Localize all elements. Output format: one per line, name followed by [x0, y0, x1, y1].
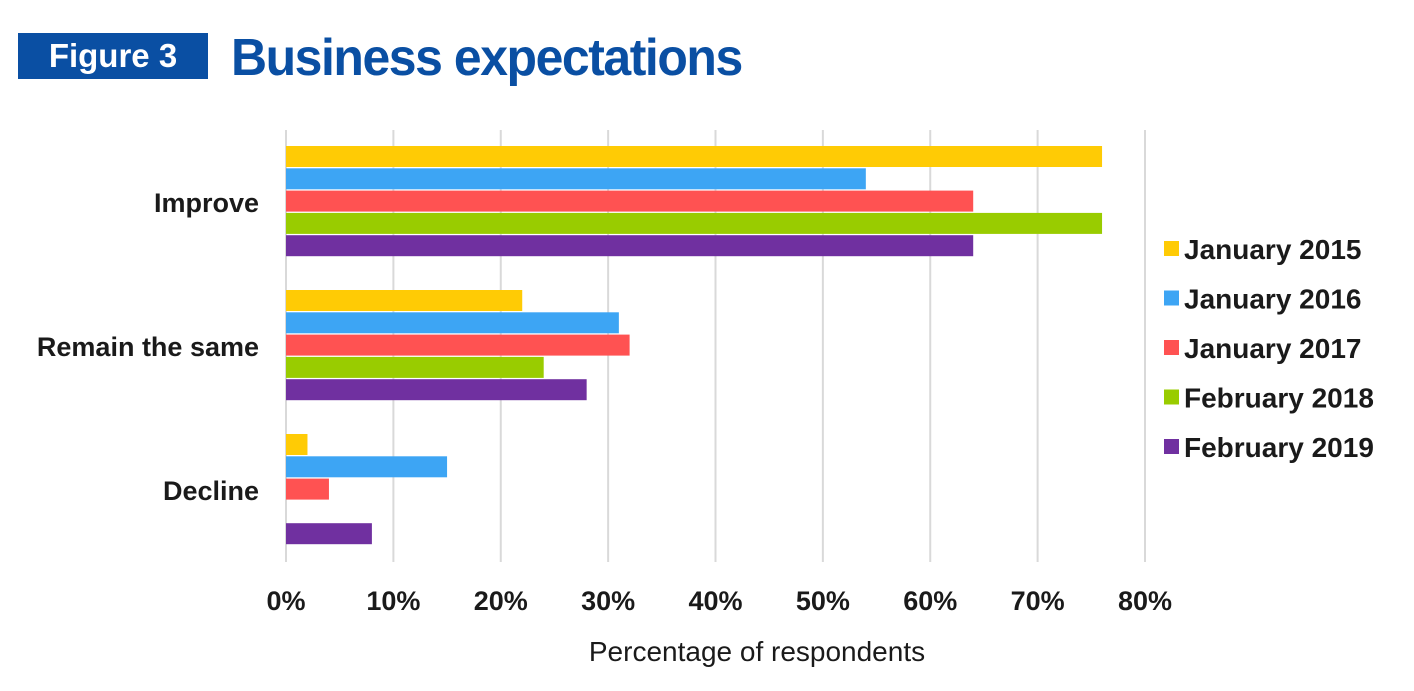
legend: January 2015 January 2016 January 2017 Febr… [1164, 234, 1374, 463]
x-tick-labels: 0% 10% 20% 30% 40% 50% 60% 70% 80% [266, 586, 1172, 616]
bar-decline-january-2017 [286, 478, 329, 500]
bar-remain-the-same-february-2018 [286, 356, 544, 378]
legend-label: January 2016 [1184, 284, 1361, 315]
legend-label: January 2015 [1184, 234, 1361, 265]
bar-decline-february-2019 [286, 523, 372, 545]
bar-decline-january-2015 [286, 434, 308, 455]
bar-improve-february-2018 [286, 212, 1103, 234]
bars [286, 146, 1103, 545]
bar-remain-the-same-january-2015 [286, 290, 523, 311]
chart-title: Business expectations [231, 29, 743, 87]
legend-label: January 2017 [1184, 333, 1361, 364]
legend-label: February 2019 [1184, 432, 1374, 463]
x-tick-label: 60% [903, 586, 957, 616]
bar-improve-january-2015 [286, 146, 1103, 167]
legend-swatch [1164, 389, 1179, 405]
legend-swatch [1164, 241, 1179, 256]
bar-improve-january-2017 [286, 190, 974, 212]
x-tick-label: 70% [1011, 586, 1065, 616]
x-tick-label: 0% [266, 586, 305, 616]
legend-label: February 2018 [1184, 383, 1374, 414]
category-label: Decline [163, 476, 259, 506]
bar-remain-the-same-february-2019 [286, 379, 587, 401]
x-tick-label: 40% [688, 586, 742, 616]
x-tick-label: 50% [796, 586, 850, 616]
x-axis-title: Percentage of respondents [589, 636, 925, 667]
bar-improve-january-2016 [286, 168, 866, 190]
legend-swatch [1164, 290, 1179, 306]
figure-number-badge: Figure 3 [18, 33, 208, 79]
category-label: Remain the same [37, 332, 259, 362]
bar-remain-the-same-january-2017 [286, 334, 630, 356]
bar-improve-february-2019 [286, 235, 974, 257]
category-labels: Improve Remain the same Decline [37, 188, 259, 506]
x-tick-label: 80% [1118, 586, 1172, 616]
x-tick-label: 10% [366, 586, 420, 616]
category-label: Improve [154, 188, 259, 218]
x-tick-label: 20% [474, 586, 528, 616]
legend-swatch [1164, 340, 1179, 355]
x-tick-label: 30% [581, 586, 635, 616]
legend-swatch [1164, 439, 1179, 454]
bar-remain-the-same-january-2016 [286, 312, 619, 334]
bar-decline-january-2016 [286, 456, 448, 478]
